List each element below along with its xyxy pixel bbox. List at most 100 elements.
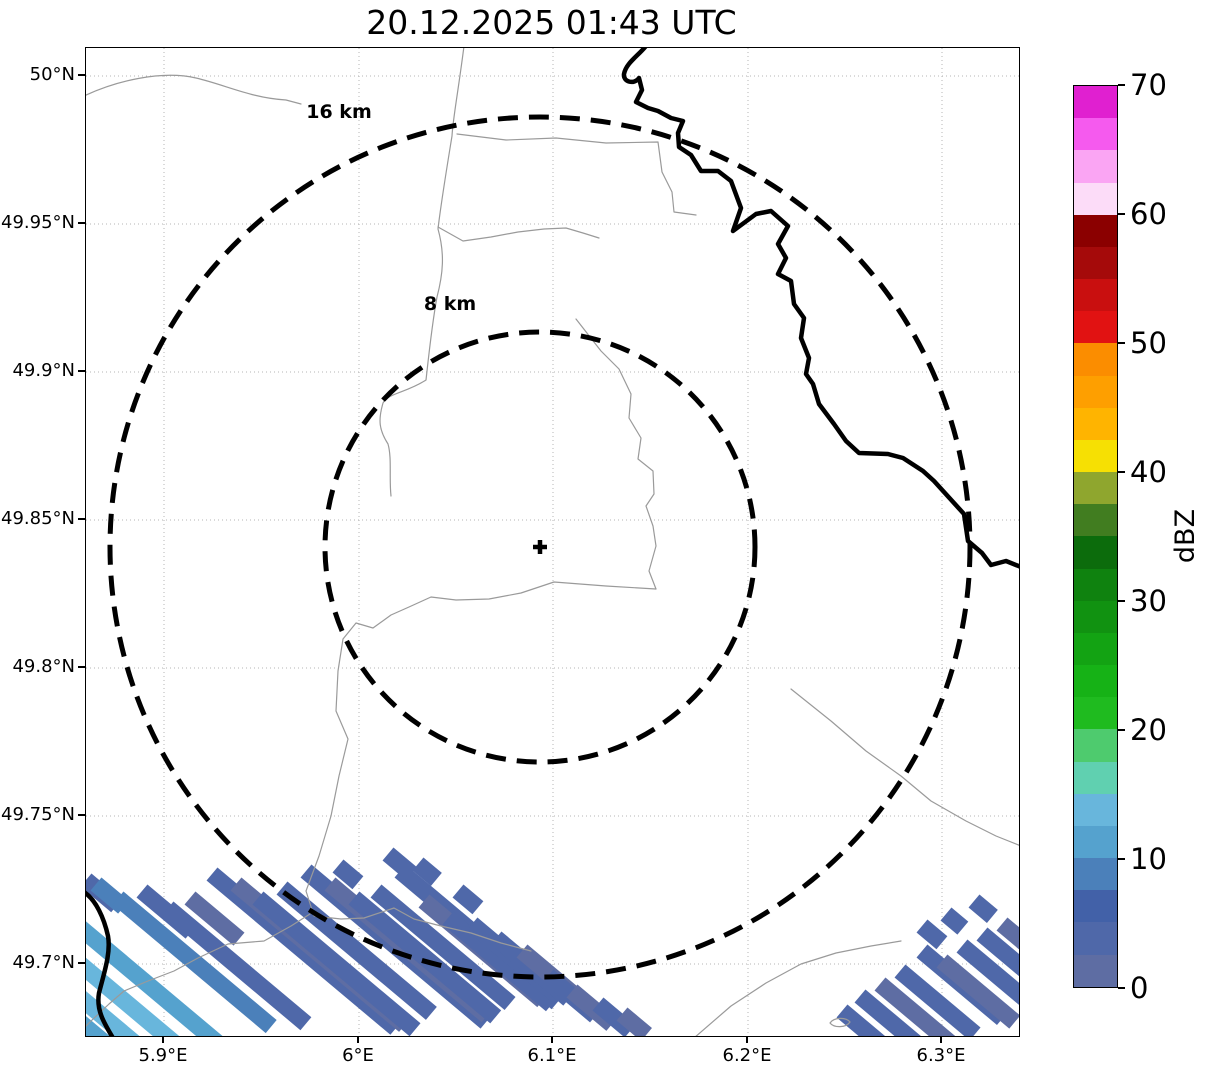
colorbar-segment-62.5-65 <box>1074 150 1117 183</box>
colorbar-tick-label: 60 <box>1130 197 1167 231</box>
y-tick-label: 49.85°N <box>1 508 75 529</box>
colorbar-segment-42.5-45 <box>1074 407 1117 440</box>
radar-echo-cell <box>184 891 245 946</box>
colorbar-segment-37.5-40 <box>1074 472 1117 505</box>
radar-echo-layer <box>86 847 1019 1036</box>
colorbar-tick-mark <box>1118 729 1125 731</box>
colorbar-segments <box>1074 86 1117 987</box>
y-tick-label: 49.75°N <box>1 804 75 825</box>
colorbar-tick-label: 70 <box>1130 68 1167 102</box>
radar-echo-cell <box>976 927 1019 996</box>
colorbar-tick-mark <box>1118 987 1125 989</box>
radar-echo-cell <box>894 964 981 1036</box>
radar-echo-cell <box>86 955 205 1036</box>
y-tick-label: 49.7°N <box>12 952 75 973</box>
colorbar-segment-17.5-20 <box>1074 729 1117 762</box>
y-tick-mark <box>78 222 85 224</box>
x-tick-label: 6.3°E <box>916 1045 966 1066</box>
colorbar-segment-10-12.5 <box>1074 825 1117 859</box>
radar-echo-cell <box>382 847 417 880</box>
colorbar-segment-50-52.5 <box>1074 311 1117 344</box>
y-tick-mark <box>78 74 85 76</box>
colorbar-segment-67.5-70 <box>1074 86 1117 119</box>
radar-echo-cell <box>836 1004 897 1036</box>
x-tick-label: 6.2°E <box>722 1045 772 1066</box>
y-tick-mark <box>78 666 85 668</box>
colorbar-segment-52.5-55 <box>1074 279 1117 312</box>
colorbar-segment-40-42.5 <box>1074 439 1117 473</box>
border-line-thin <box>575 318 657 590</box>
colorbar-segment-5-7.5 <box>1074 890 1117 923</box>
colorbar-tick-mark <box>1118 858 1125 860</box>
x-tick-mark <box>746 1036 748 1043</box>
border-line-thin <box>695 940 902 1036</box>
y-tick-label: 49.95°N <box>1 212 75 233</box>
colorbar-tick-label: 50 <box>1130 326 1167 360</box>
colorbar-segment-27.5-30 <box>1074 600 1117 633</box>
colorbar-tick-mark <box>1118 342 1125 344</box>
radar-echo-cell <box>370 884 516 1010</box>
y-tick-label: 49.9°N <box>12 360 75 381</box>
radar-echo-cell <box>332 859 364 890</box>
range-ring-8km <box>322 329 758 765</box>
range-ring-label-16km: 16 km <box>306 101 372 123</box>
radar-echo-cell <box>854 989 931 1036</box>
radar-echo-cell <box>996 917 1019 982</box>
radar-echo-cell <box>412 857 442 886</box>
radar-echo-cell <box>112 891 277 1034</box>
radar-echo-cell <box>348 891 502 1024</box>
colorbar-tick-mark <box>1118 84 1125 86</box>
colorbar <box>1073 85 1118 988</box>
colorbar-tick-label: 30 <box>1130 584 1167 618</box>
radar-echo-cell <box>86 897 257 1036</box>
colorbar-tick-mark <box>1118 213 1125 215</box>
colorbar-segment-15-17.5 <box>1074 761 1117 794</box>
radar-echo-cell <box>616 1007 652 1036</box>
border-line-country <box>621 48 1019 569</box>
colorbar-segment-45-47.5 <box>1074 375 1117 408</box>
colorbar-segment-35-37.5 <box>1074 504 1117 537</box>
colorbar-segment-2.5-5 <box>1074 922 1117 955</box>
border-line-country <box>86 890 115 1036</box>
colorbar-tick-label: 0 <box>1130 971 1149 1005</box>
radar-echo-cell <box>968 894 998 923</box>
border-line-thin <box>86 913 311 1027</box>
colorbar-segment-20-22.5 <box>1074 697 1117 730</box>
colorbar-segment-22.5-25 <box>1074 665 1117 698</box>
radar-echo-cell <box>874 977 956 1036</box>
border-line-thin <box>305 581 657 952</box>
x-tick-label: 6°E <box>342 1045 374 1066</box>
radar-echo-cell <box>956 939 1019 1011</box>
radar-echo-cell <box>86 925 239 1036</box>
colorbar-segment-30-32.5 <box>1074 568 1117 601</box>
radar-echo-cell <box>452 884 484 915</box>
plot-title: 20.12.2025 01:43 UTC <box>366 3 737 42</box>
radar-echo-cell <box>936 954 1019 1029</box>
x-tick-label: 5.9°E <box>138 1045 188 1066</box>
colorbar-segment-60-62.5 <box>1074 182 1117 215</box>
x-tick-mark <box>940 1036 942 1043</box>
x-tick-label: 6.1°E <box>527 1045 577 1066</box>
radar-echo-cell <box>442 911 557 1012</box>
colorbar-segment-55-57.5 <box>1074 246 1117 280</box>
colorbar-tick-mark <box>1118 471 1125 473</box>
range-ring-label-8km: 8 km <box>423 293 477 315</box>
colorbar-tick-mark <box>1118 600 1125 602</box>
colorbar-tick-label: 20 <box>1130 713 1167 747</box>
border-line-thin <box>379 48 465 497</box>
colorbar-segment-12.5-15 <box>1074 793 1117 826</box>
x-tick-mark <box>357 1036 359 1043</box>
colorbar-tick-label: 10 <box>1130 842 1167 876</box>
range-ring-16km <box>107 114 973 980</box>
x-tick-mark <box>551 1036 553 1043</box>
colorbar-tick-label: 40 <box>1130 455 1167 489</box>
colorbar-segment-0-2.5 <box>1074 954 1117 987</box>
radar-echo-cell <box>940 907 969 935</box>
y-tick-mark <box>78 814 85 816</box>
border-line-thin <box>86 74 302 105</box>
y-tick-label: 50°N <box>29 64 75 85</box>
border-line-thin <box>437 226 600 242</box>
y-tick-mark <box>78 962 85 964</box>
x-tick-mark <box>162 1036 164 1043</box>
y-tick-mark <box>78 370 85 372</box>
